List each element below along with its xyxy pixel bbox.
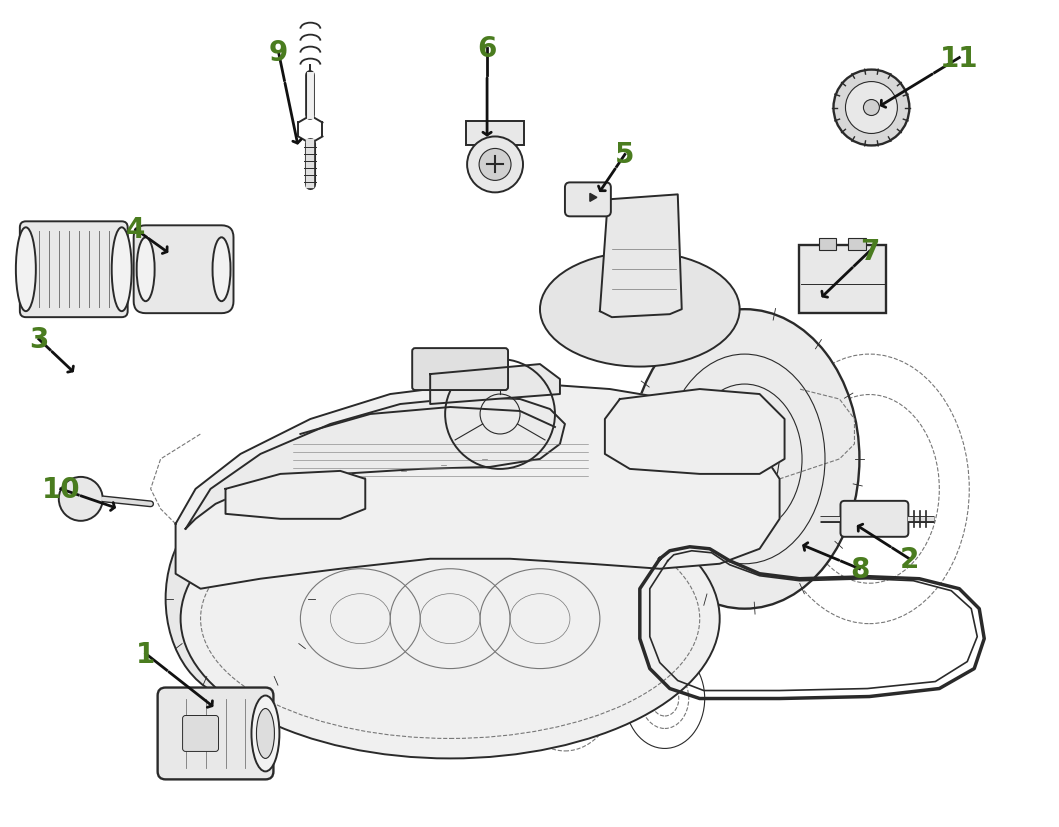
- FancyBboxPatch shape: [564, 183, 611, 217]
- Text: 11: 11: [940, 45, 979, 73]
- Polygon shape: [599, 195, 682, 318]
- Ellipse shape: [256, 709, 274, 758]
- FancyBboxPatch shape: [798, 246, 886, 313]
- FancyBboxPatch shape: [819, 239, 837, 251]
- Circle shape: [467, 137, 523, 194]
- Ellipse shape: [630, 310, 860, 609]
- Ellipse shape: [16, 228, 36, 312]
- FancyBboxPatch shape: [133, 226, 233, 313]
- FancyBboxPatch shape: [158, 688, 273, 779]
- Polygon shape: [590, 194, 597, 202]
- Text: 10: 10: [41, 476, 80, 504]
- FancyBboxPatch shape: [20, 222, 128, 318]
- Circle shape: [863, 100, 879, 117]
- Text: 6: 6: [478, 35, 497, 63]
- Text: 9: 9: [269, 39, 288, 66]
- Circle shape: [833, 70, 910, 146]
- Polygon shape: [226, 471, 365, 519]
- Text: 5: 5: [615, 141, 634, 170]
- Ellipse shape: [251, 696, 280, 772]
- Circle shape: [59, 477, 103, 521]
- Ellipse shape: [165, 500, 316, 699]
- Ellipse shape: [181, 480, 720, 758]
- Text: 1: 1: [136, 640, 156, 667]
- Polygon shape: [176, 385, 779, 589]
- FancyBboxPatch shape: [412, 349, 508, 390]
- FancyBboxPatch shape: [848, 239, 866, 251]
- Circle shape: [845, 83, 897, 134]
- Text: 8: 8: [849, 555, 869, 583]
- Text: 2: 2: [900, 545, 919, 573]
- Ellipse shape: [137, 238, 155, 302]
- Ellipse shape: [540, 252, 739, 367]
- Ellipse shape: [111, 228, 131, 312]
- Text: 7: 7: [860, 238, 879, 266]
- Polygon shape: [185, 398, 564, 529]
- Text: 4: 4: [126, 216, 145, 244]
- Circle shape: [479, 149, 511, 181]
- FancyBboxPatch shape: [841, 501, 909, 538]
- Text: 3: 3: [30, 326, 49, 354]
- FancyBboxPatch shape: [466, 122, 524, 146]
- Polygon shape: [605, 390, 785, 475]
- Polygon shape: [430, 365, 560, 404]
- Ellipse shape: [213, 238, 231, 302]
- FancyBboxPatch shape: [182, 715, 218, 752]
